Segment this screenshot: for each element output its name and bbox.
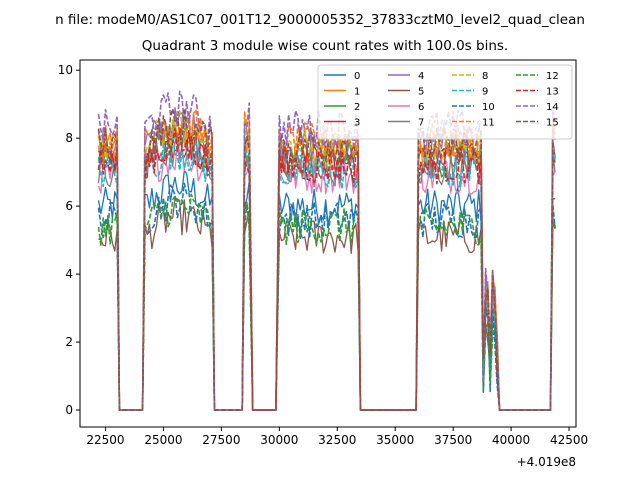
y-tick-label: 8 bbox=[65, 131, 73, 145]
legend-label-15: 15 bbox=[546, 118, 559, 129]
legend-label-6: 6 bbox=[418, 102, 424, 113]
legend-label-10: 10 bbox=[482, 102, 495, 113]
y-tick-label: 2 bbox=[65, 335, 73, 349]
y-tick-label: 10 bbox=[58, 63, 73, 77]
legend-label-3: 3 bbox=[354, 118, 360, 129]
x-tick-label: 27500 bbox=[202, 433, 240, 447]
x-tick-label: 40000 bbox=[492, 433, 530, 447]
legend-label-9: 9 bbox=[482, 87, 488, 98]
series-line-12 bbox=[97, 193, 556, 411]
x-tick-label: 32500 bbox=[318, 433, 356, 447]
x-ticks: 22500 25000 27500 30000 32500 35000 37500 40000… bbox=[86, 427, 588, 447]
y-tick-label: 4 bbox=[65, 267, 73, 281]
legend-label-1: 1 bbox=[354, 87, 360, 98]
y-tick-label: 6 bbox=[65, 199, 73, 213]
y-ticks: 0 2 4 6 8 10 bbox=[58, 63, 80, 417]
series-line-7 bbox=[97, 130, 556, 411]
legend-label-5: 5 bbox=[418, 87, 424, 98]
legend-label-0: 0 bbox=[354, 71, 360, 82]
legend-label-7: 7 bbox=[418, 118, 424, 129]
legend-label-4: 4 bbox=[418, 71, 424, 82]
legend-label-8: 8 bbox=[482, 71, 488, 82]
series-line-13 bbox=[97, 127, 556, 411]
series-line-3 bbox=[97, 130, 556, 411]
legend-label-12: 12 bbox=[546, 71, 559, 82]
legend-box bbox=[317, 64, 573, 140]
legend-label-13: 13 bbox=[546, 87, 559, 98]
x-tick-label: 35000 bbox=[376, 433, 414, 447]
x-offset-label: +4.019e8 bbox=[517, 455, 576, 469]
x-tick-label: 37500 bbox=[434, 433, 472, 447]
x-tick-label: 22500 bbox=[86, 433, 124, 447]
series-line-5 bbox=[98, 197, 556, 411]
axes-frame bbox=[79, 59, 577, 428]
series-line-10 bbox=[97, 182, 556, 411]
x-tick-label: 25000 bbox=[144, 433, 182, 447]
legend-label-14: 14 bbox=[546, 102, 559, 113]
legend-label-2: 2 bbox=[354, 102, 360, 113]
chart-title: Quadrant 3 module wise count rates with … bbox=[142, 38, 508, 54]
axes-box bbox=[79, 59, 577, 428]
legend-label-11: 11 bbox=[482, 118, 495, 129]
y-tick-label: 0 bbox=[65, 403, 73, 417]
series-line-9 bbox=[97, 135, 556, 411]
x-tick-label: 42500 bbox=[550, 433, 588, 447]
chart-title-top: n file: modeM0/AS1C07_001T12_9000005352_… bbox=[55, 12, 585, 28]
x-tick-label: 30000 bbox=[260, 433, 298, 447]
